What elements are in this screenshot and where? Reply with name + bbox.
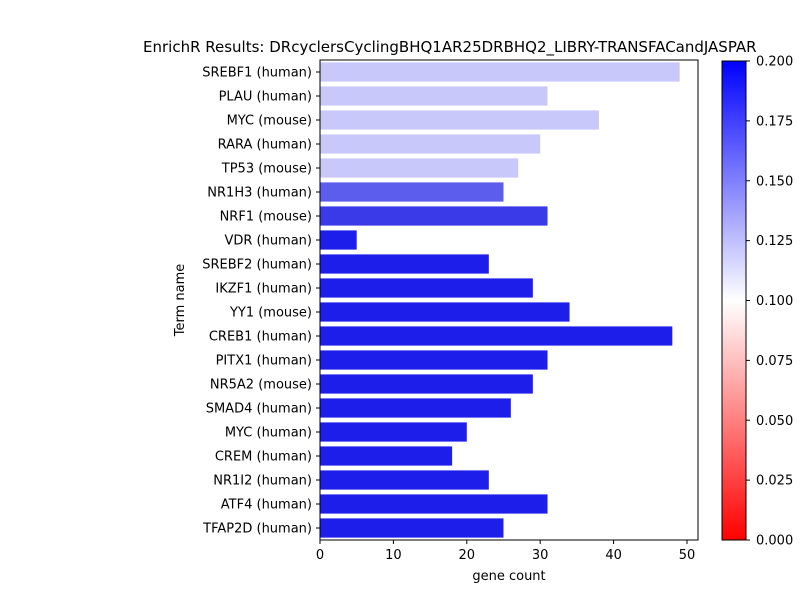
x-tick-label: 10 [385, 548, 402, 563]
y-tick-label: RARA (human) [218, 138, 312, 153]
colorbar-tick-label: 0.075 [756, 354, 793, 369]
y-tick-label: CREB1 (human) [209, 330, 312, 345]
bar [320, 518, 504, 538]
colorbar-tick-label: 0.175 [756, 114, 793, 129]
bar [320, 446, 453, 466]
y-tick-label: PITX1 (human) [216, 354, 312, 369]
chart-title: EnrichR Results: DRcyclersCyclingBHQ1AR2… [143, 38, 757, 57]
colorbar-ticks: 0.000 0.025 0.050 0.075 0.100 0.125 0.150 0.175… [746, 55, 793, 549]
x-ticks: 0 10 20 30 40 50 [316, 540, 695, 563]
x-tick-label: 20 [459, 548, 476, 563]
y-tick-label: ATF4 (human) [221, 498, 312, 513]
y-tick-labels: SREBF1 (human) PLAU (human) MYC (mouse) RAR… [202, 66, 320, 537]
bar [320, 278, 533, 298]
y-tick-label: NR1H3 (human) [207, 186, 312, 201]
bar [320, 326, 673, 346]
x-tick-label: 40 [605, 548, 622, 563]
bar [320, 158, 519, 178]
bar [320, 350, 548, 370]
bar [320, 470, 489, 490]
colorbar-tick-label: 0.000 [756, 534, 793, 549]
bar [320, 494, 548, 514]
bar [320, 134, 541, 154]
bar [320, 206, 548, 226]
y-tick-label: SMAD4 (human) [206, 402, 312, 417]
y-tick-label: VDR (human) [224, 234, 312, 249]
x-axis-label: gene count [472, 569, 545, 584]
x-tick-label: 50 [679, 548, 696, 563]
colorbar-tick-label: 0.050 [756, 414, 793, 429]
colorbar-tick-label: 0.125 [756, 234, 793, 249]
bar [320, 86, 548, 106]
y-axis-label: Term name [173, 264, 188, 338]
y-tick-label: CREM (human) [215, 450, 312, 465]
bar [320, 254, 489, 274]
bar [320, 182, 504, 202]
y-tick-label: TP53 (mouse) [221, 162, 312, 177]
y-tick-label: YY1 (mouse) [229, 306, 312, 321]
y-tick-label: NR1I2 (human) [213, 474, 312, 489]
bar [320, 422, 467, 442]
y-tick-label: TFAP2D (human) [202, 522, 312, 537]
x-tick-label: 0 [316, 548, 324, 563]
x-tick-label: 30 [532, 548, 549, 563]
y-tick-label: NRF1 (mouse) [220, 210, 312, 225]
y-tick-label: MYC (human) [225, 426, 312, 441]
y-tick-label: SREBF2 (human) [202, 258, 312, 273]
y-tick-label: IKZF1 (human) [215, 282, 312, 297]
y-tick-label: PLAU (human) [219, 90, 312, 105]
colorbar [721, 60, 747, 541]
bar [320, 374, 533, 394]
bars-group [320, 62, 680, 538]
colorbar-tick-label: 0.200 [756, 55, 793, 70]
colorbar-tick-label: 0.025 [756, 474, 793, 489]
bar [320, 110, 599, 130]
y-tick-label: NR5A2 (mouse) [210, 378, 312, 393]
y-tick-label: MYC (mouse) [227, 114, 312, 129]
bar [320, 302, 570, 322]
bar [320, 398, 511, 418]
y-tick-label: SREBF1 (human) [202, 66, 312, 81]
bar [320, 230, 357, 250]
colorbar-tick-label: 0.150 [756, 174, 793, 189]
colorbar-tick-label: 0.100 [756, 294, 793, 309]
plot-frame [319, 59, 699, 541]
bar [320, 62, 680, 82]
